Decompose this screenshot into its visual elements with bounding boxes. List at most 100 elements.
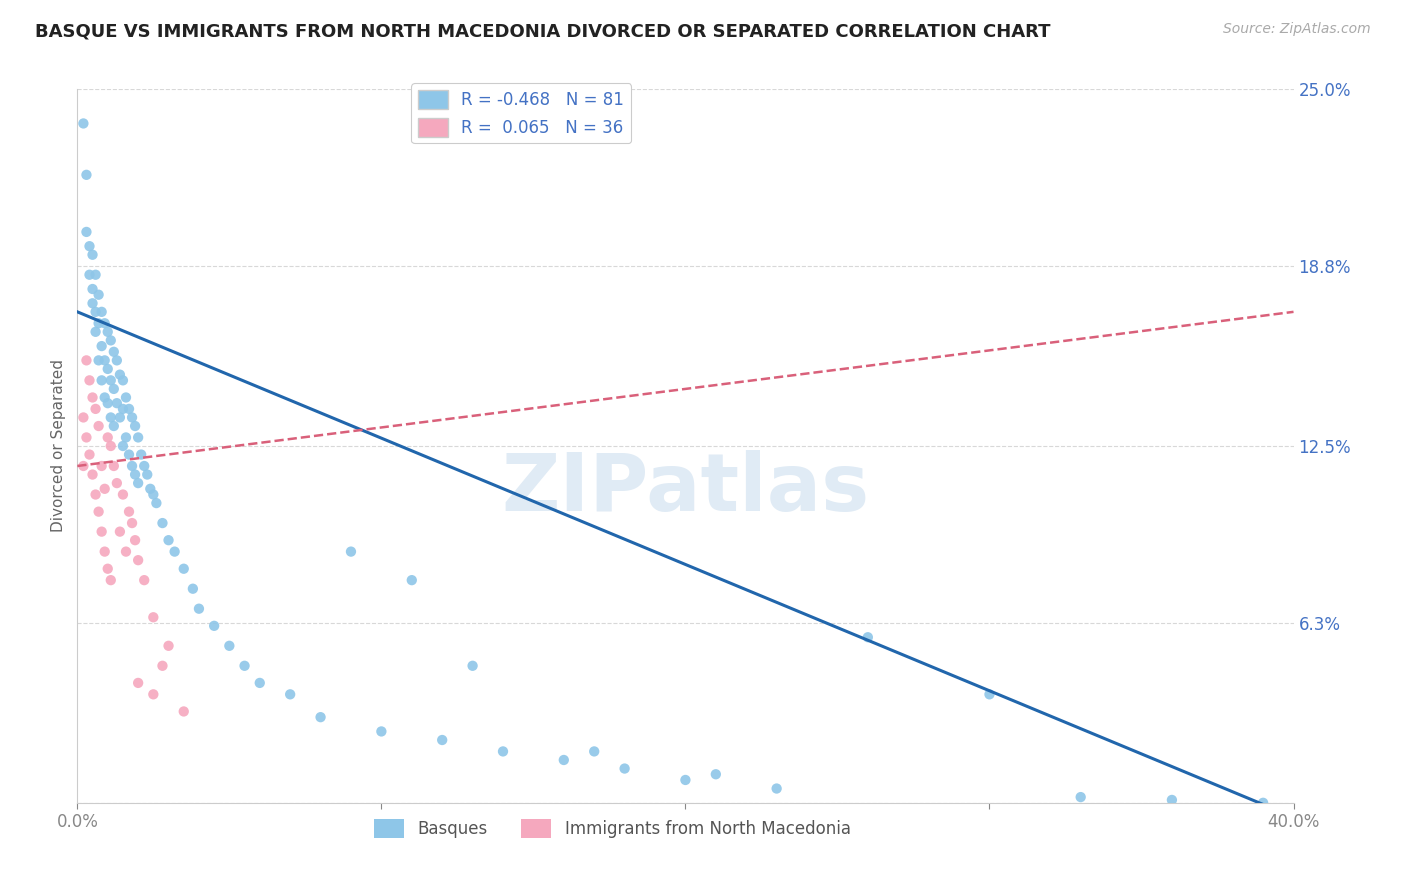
Point [93, 316, 115, 330]
Point [97, 430, 120, 444]
Point [100, 573, 122, 587]
Point [84, 487, 107, 501]
Point [118, 505, 141, 519]
Point [121, 410, 143, 425]
Point [108, 368, 131, 382]
Text: ZIPatlas: ZIPatlas [502, 450, 869, 528]
Point [105, 396, 128, 410]
Y-axis label: Divorced or Separated: Divorced or Separated [51, 359, 66, 533]
Point [103, 382, 125, 396]
Point [553, 753, 575, 767]
Legend: Basques, Immigrants from North Macedonia: Basques, Immigrants from North Macedonia [367, 812, 858, 845]
Point [129, 448, 152, 462]
Point [163, 544, 186, 558]
Point [152, 658, 174, 673]
Point [613, 762, 636, 776]
Point [90, 373, 112, 387]
Point [111, 487, 134, 501]
Point [249, 676, 271, 690]
Point [103, 419, 125, 434]
Point [79, 268, 101, 282]
Point [84, 305, 107, 319]
Point [100, 373, 122, 387]
Point [142, 610, 165, 624]
Point [118, 401, 141, 416]
Point [118, 448, 141, 462]
Point [82, 391, 104, 405]
Point [134, 458, 156, 473]
Point [75, 225, 97, 239]
Point [97, 562, 120, 576]
Point [492, 744, 515, 758]
Point [127, 676, 149, 690]
Point [202, 619, 225, 633]
Point [218, 639, 240, 653]
Point [124, 533, 146, 548]
Point [103, 458, 125, 473]
Point [87, 287, 110, 301]
Point [181, 582, 204, 596]
Point [84, 325, 107, 339]
Point [134, 573, 156, 587]
Point [75, 353, 97, 368]
Point [93, 391, 115, 405]
Point [115, 391, 138, 405]
Point [97, 325, 120, 339]
Point [111, 373, 134, 387]
Point [1070, 790, 1092, 805]
Point [1251, 796, 1274, 810]
Point [93, 482, 115, 496]
Point [401, 573, 423, 587]
Point [675, 772, 697, 787]
Point [583, 744, 606, 758]
Point [127, 476, 149, 491]
Text: Source: ZipAtlas.com: Source: ZipAtlas.com [1223, 22, 1371, 37]
Point [87, 316, 110, 330]
Point [278, 687, 301, 701]
Point [173, 562, 195, 576]
Point [93, 353, 115, 368]
Point [115, 544, 138, 558]
Point [82, 282, 104, 296]
Point [75, 430, 97, 444]
Point [173, 705, 195, 719]
Point [87, 505, 110, 519]
Text: BASQUE VS IMMIGRANTS FROM NORTH MACEDONIA DIVORCED OR SEPARATED CORRELATION CHAR: BASQUE VS IMMIGRANTS FROM NORTH MACEDONI… [35, 22, 1050, 40]
Point [90, 305, 112, 319]
Point [100, 334, 122, 348]
Point [79, 239, 101, 253]
Point [84, 268, 107, 282]
Point [370, 724, 392, 739]
Point [75, 168, 97, 182]
Point [82, 248, 104, 262]
Point [90, 524, 112, 539]
Point [461, 658, 484, 673]
Point [188, 601, 211, 615]
Point [87, 353, 110, 368]
Point [72, 116, 94, 130]
Point [79, 448, 101, 462]
Point [111, 401, 134, 416]
Point [72, 458, 94, 473]
Point [90, 458, 112, 473]
Point [127, 553, 149, 567]
Point [108, 410, 131, 425]
Point [856, 630, 879, 644]
Point [121, 516, 143, 530]
Point [142, 687, 165, 701]
Point [79, 373, 101, 387]
Point [105, 353, 128, 368]
Point [1161, 793, 1184, 807]
Point [145, 496, 167, 510]
Point [127, 430, 149, 444]
Point [82, 296, 104, 310]
Point [340, 544, 363, 558]
Point [100, 410, 122, 425]
Point [157, 533, 180, 548]
Point [72, 410, 94, 425]
Point [233, 658, 256, 673]
Point [139, 482, 162, 496]
Point [108, 524, 131, 539]
Point [136, 467, 159, 482]
Point [142, 487, 165, 501]
